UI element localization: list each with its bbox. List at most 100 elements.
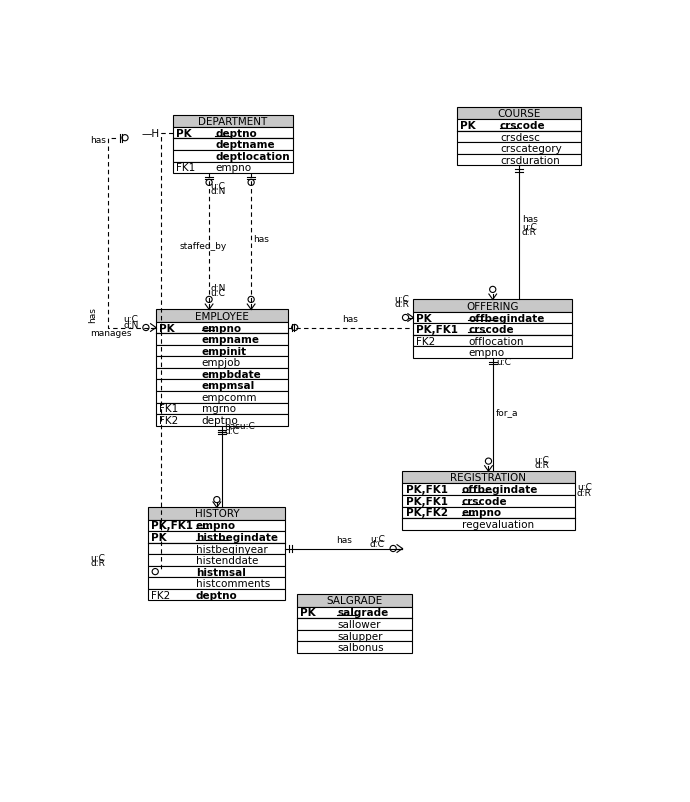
Text: empname: empname <box>201 334 260 345</box>
Text: FK1: FK1 <box>176 163 195 173</box>
Text: PK: PK <box>300 608 316 618</box>
Text: d:R: d:R <box>522 228 537 237</box>
Text: u:C: u:C <box>90 553 105 562</box>
Text: has: has <box>253 235 269 244</box>
Text: u:C: u:C <box>577 483 592 492</box>
Bar <box>148 520 286 532</box>
Text: crsdesc: crsdesc <box>500 132 540 143</box>
Text: crscode: crscode <box>462 496 507 506</box>
Text: mgrno: mgrno <box>201 404 236 414</box>
Text: REGISTRATION: REGISTRATION <box>451 472 526 483</box>
Text: HISTORY: HISTORY <box>195 508 239 519</box>
Text: DEPARTMENT: DEPARTMENT <box>199 116 268 127</box>
Text: empjob: empjob <box>201 358 241 367</box>
Text: PK,FK2: PK,FK2 <box>406 508 448 517</box>
Text: deptno: deptno <box>201 415 239 425</box>
Bar <box>156 403 288 415</box>
Text: crscode: crscode <box>500 121 546 131</box>
Bar <box>148 589 286 601</box>
Bar <box>457 120 581 132</box>
Bar <box>297 618 412 630</box>
Text: regevaluation: regevaluation <box>462 519 533 529</box>
Text: for_a: for_a <box>496 408 518 417</box>
Bar <box>148 532 286 543</box>
Text: PK: PK <box>176 128 192 139</box>
Text: crsduration: crsduration <box>500 156 560 165</box>
Bar <box>457 143 581 155</box>
Bar <box>402 472 575 484</box>
Text: d:N: d:N <box>210 283 226 292</box>
Text: sallower: sallower <box>337 619 381 630</box>
Bar <box>156 310 288 322</box>
Bar <box>173 162 293 174</box>
Text: FK2: FK2 <box>151 590 170 600</box>
Text: PK: PK <box>416 313 432 323</box>
Text: staffed_by: staffed_by <box>179 241 227 250</box>
Bar <box>156 415 288 426</box>
Text: offlocation: offlocation <box>468 336 524 346</box>
Bar <box>297 630 412 642</box>
Text: u:C: u:C <box>395 294 409 303</box>
Text: deptlocation: deptlocation <box>215 152 290 162</box>
Text: FK2: FK2 <box>416 336 435 346</box>
Bar <box>402 507 575 518</box>
Text: empcomm: empcomm <box>201 392 257 403</box>
Text: PK,FK1: PK,FK1 <box>406 484 448 495</box>
Bar <box>156 322 288 334</box>
Bar <box>413 324 572 335</box>
Bar <box>413 347 572 358</box>
Text: PK,FK1: PK,FK1 <box>406 496 448 506</box>
Text: —H: —H <box>141 128 160 139</box>
Text: d:R: d:R <box>535 460 549 470</box>
Bar <box>297 607 412 618</box>
Text: empinit: empinit <box>201 346 247 356</box>
Text: FK1: FK1 <box>159 404 178 414</box>
Text: offbegindate: offbegindate <box>468 313 544 323</box>
Text: u:C: u:C <box>522 222 537 231</box>
Text: histbegindate: histbegindate <box>196 533 278 542</box>
Text: manages: manages <box>90 329 132 338</box>
Text: PK,FK1: PK,FK1 <box>151 520 193 531</box>
Text: empmsal: empmsal <box>201 381 255 391</box>
Text: empno: empno <box>196 520 236 531</box>
Text: offbegindate: offbegindate <box>462 484 538 495</box>
Bar <box>156 334 288 346</box>
Text: PK,FK1: PK,FK1 <box>416 325 458 334</box>
Text: has: has <box>336 535 352 544</box>
Bar <box>173 151 293 162</box>
Text: d:R: d:R <box>395 300 409 309</box>
Bar <box>402 484 575 496</box>
Bar <box>297 642 412 653</box>
Text: has: has <box>343 315 359 324</box>
Bar <box>402 496 575 507</box>
Text: empno: empno <box>462 508 502 517</box>
Text: empno: empno <box>468 348 504 358</box>
Text: d:R: d:R <box>90 559 105 568</box>
Text: d:R: d:R <box>577 488 592 497</box>
Text: salupper: salupper <box>337 630 383 641</box>
Text: PK: PK <box>159 323 175 333</box>
Text: u:C: u:C <box>210 182 226 191</box>
Text: deptname: deptname <box>215 140 275 150</box>
Text: salgrade: salgrade <box>337 608 388 618</box>
Bar <box>402 518 575 530</box>
Text: d:N: d:N <box>210 187 226 196</box>
Text: d:C: d:C <box>224 427 239 435</box>
Text: PK: PK <box>460 121 475 131</box>
Text: has: has <box>90 136 106 144</box>
Bar <box>457 107 581 120</box>
Bar <box>148 508 286 520</box>
Bar <box>457 132 581 143</box>
Text: salbonus: salbonus <box>337 642 384 652</box>
Text: u:C: u:C <box>370 534 385 543</box>
Text: histmsal: histmsal <box>196 567 246 577</box>
Bar <box>413 335 572 347</box>
Text: empno: empno <box>215 163 251 173</box>
Text: hasu:C: hasu:C <box>224 422 255 431</box>
Text: u:C: u:C <box>124 315 138 324</box>
Text: OFFERING: OFFERING <box>466 302 519 311</box>
Text: SALGRADE: SALGRADE <box>326 596 382 606</box>
Text: EMPLOYEE: EMPLOYEE <box>195 311 249 321</box>
Bar <box>156 368 288 380</box>
Text: histenddate: histenddate <box>196 555 258 565</box>
